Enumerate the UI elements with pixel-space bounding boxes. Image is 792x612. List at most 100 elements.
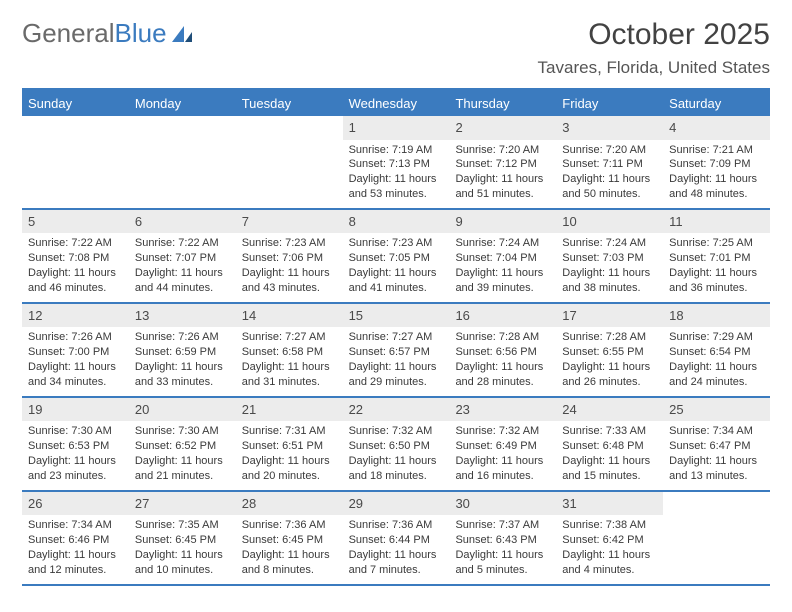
daylight-text: and 51 minutes. (455, 187, 550, 202)
sunrise-text: Sunrise: 7:25 AM (669, 236, 764, 251)
sunrise-text: Sunrise: 7:30 AM (135, 424, 230, 439)
week-row: 26Sunrise: 7:34 AMSunset: 6:46 PMDayligh… (22, 492, 770, 586)
daylight-text: Daylight: 11 hours (562, 266, 657, 281)
day-cell: 18Sunrise: 7:29 AMSunset: 6:54 PMDayligh… (663, 304, 770, 396)
daylight-text: Daylight: 11 hours (349, 454, 444, 469)
daylight-text: Daylight: 11 hours (135, 548, 230, 563)
day-cell: 7Sunrise: 7:23 AMSunset: 7:06 PMDaylight… (236, 210, 343, 302)
day-cell (236, 116, 343, 208)
sunrise-text: Sunrise: 7:27 AM (349, 330, 444, 345)
day-header: Tuesday (236, 91, 343, 116)
day-number: 30 (449, 492, 556, 516)
day-cell: 10Sunrise: 7:24 AMSunset: 7:03 PMDayligh… (556, 210, 663, 302)
calendar-page: GeneralBlue October 2025 Tavares, Florid… (0, 0, 792, 604)
sunrise-text: Sunrise: 7:24 AM (455, 236, 550, 251)
sunrise-text: Sunrise: 7:27 AM (242, 330, 337, 345)
daylight-text: and 43 minutes. (242, 281, 337, 296)
day-number: 2 (449, 116, 556, 140)
daylight-text: and 38 minutes. (562, 281, 657, 296)
day-cell: 21Sunrise: 7:31 AMSunset: 6:51 PMDayligh… (236, 398, 343, 490)
day-cell: 30Sunrise: 7:37 AMSunset: 6:43 PMDayligh… (449, 492, 556, 584)
day-number: 15 (343, 304, 450, 328)
calendar: Sunday Monday Tuesday Wednesday Thursday… (22, 88, 770, 586)
daylight-text: Daylight: 11 hours (349, 360, 444, 375)
day-cell: 24Sunrise: 7:33 AMSunset: 6:48 PMDayligh… (556, 398, 663, 490)
day-number: 5 (22, 210, 129, 234)
daylight-text: and 28 minutes. (455, 375, 550, 390)
day-header: Thursday (449, 91, 556, 116)
sunset-text: Sunset: 6:50 PM (349, 439, 444, 454)
week-row: 1Sunrise: 7:19 AMSunset: 7:13 PMDaylight… (22, 116, 770, 210)
sunrise-text: Sunrise: 7:19 AM (349, 143, 444, 158)
month-title: October 2025 (538, 18, 770, 52)
sunset-text: Sunset: 6:56 PM (455, 345, 550, 360)
daylight-text: Daylight: 11 hours (562, 454, 657, 469)
daylight-text: and 50 minutes. (562, 187, 657, 202)
sunset-text: Sunset: 6:42 PM (562, 533, 657, 548)
day-number: 7 (236, 210, 343, 234)
day-number: 20 (129, 398, 236, 422)
day-number: 24 (556, 398, 663, 422)
daylight-text: Daylight: 11 hours (455, 548, 550, 563)
daylight-text: Daylight: 11 hours (349, 172, 444, 187)
day-cell: 28Sunrise: 7:36 AMSunset: 6:45 PMDayligh… (236, 492, 343, 584)
daylight-text: Daylight: 11 hours (242, 548, 337, 563)
day-header: Wednesday (343, 91, 450, 116)
day-cell (22, 116, 129, 208)
day-cell: 3Sunrise: 7:20 AMSunset: 7:11 PMDaylight… (556, 116, 663, 208)
sunset-text: Sunset: 6:58 PM (242, 345, 337, 360)
sunrise-text: Sunrise: 7:21 AM (669, 143, 764, 158)
day-number: 14 (236, 304, 343, 328)
day-header-row: Sunday Monday Tuesday Wednesday Thursday… (22, 91, 770, 116)
day-number: 31 (556, 492, 663, 516)
day-number: 19 (22, 398, 129, 422)
logo: GeneralBlue (22, 18, 194, 49)
day-number: 9 (449, 210, 556, 234)
day-cell: 8Sunrise: 7:23 AMSunset: 7:05 PMDaylight… (343, 210, 450, 302)
day-number: 6 (129, 210, 236, 234)
sunrise-text: Sunrise: 7:22 AM (135, 236, 230, 251)
daylight-text: and 34 minutes. (28, 375, 123, 390)
day-cell: 31Sunrise: 7:38 AMSunset: 6:42 PMDayligh… (556, 492, 663, 584)
sunset-text: Sunset: 6:44 PM (349, 533, 444, 548)
day-cell: 12Sunrise: 7:26 AMSunset: 7:00 PMDayligh… (22, 304, 129, 396)
day-number: 25 (663, 398, 770, 422)
sunset-text: Sunset: 6:57 PM (349, 345, 444, 360)
daylight-text: Daylight: 11 hours (455, 360, 550, 375)
day-header: Monday (129, 91, 236, 116)
sunset-text: Sunset: 7:01 PM (669, 251, 764, 266)
header: GeneralBlue October 2025 Tavares, Florid… (22, 18, 770, 78)
day-cell: 13Sunrise: 7:26 AMSunset: 6:59 PMDayligh… (129, 304, 236, 396)
daylight-text: Daylight: 11 hours (28, 360, 123, 375)
day-number: 16 (449, 304, 556, 328)
sunset-text: Sunset: 6:53 PM (28, 439, 123, 454)
sunrise-text: Sunrise: 7:32 AM (455, 424, 550, 439)
daylight-text: Daylight: 11 hours (669, 454, 764, 469)
sunset-text: Sunset: 7:11 PM (562, 157, 657, 172)
daylight-text: and 21 minutes. (135, 469, 230, 484)
daylight-text: and 44 minutes. (135, 281, 230, 296)
sunset-text: Sunset: 7:03 PM (562, 251, 657, 266)
sunset-text: Sunset: 7:04 PM (455, 251, 550, 266)
sunset-text: Sunset: 6:49 PM (455, 439, 550, 454)
sunset-text: Sunset: 6:45 PM (135, 533, 230, 548)
sunset-text: Sunset: 6:43 PM (455, 533, 550, 548)
sunrise-text: Sunrise: 7:36 AM (349, 518, 444, 533)
day-cell: 14Sunrise: 7:27 AMSunset: 6:58 PMDayligh… (236, 304, 343, 396)
sunrise-text: Sunrise: 7:29 AM (669, 330, 764, 345)
day-number: 22 (343, 398, 450, 422)
sunrise-text: Sunrise: 7:23 AM (349, 236, 444, 251)
sunrise-text: Sunrise: 7:26 AM (135, 330, 230, 345)
day-cell: 15 Sunrise: 7:27 AMSunset: 6:57 PMDayligh… (343, 304, 450, 396)
sunset-text: Sunset: 6:46 PM (28, 533, 123, 548)
daylight-text: Daylight: 11 hours (135, 360, 230, 375)
sunrise-text: Sunrise: 7:28 AM (455, 330, 550, 345)
daylight-text: Daylight: 11 hours (455, 172, 550, 187)
day-number: 28 (236, 492, 343, 516)
sunset-text: Sunset: 7:05 PM (349, 251, 444, 266)
sunrise-text: Sunrise: 7:34 AM (669, 424, 764, 439)
daylight-text: and 36 minutes. (669, 281, 764, 296)
day-header: Saturday (663, 91, 770, 116)
logo-text-1: General (22, 18, 115, 49)
logo-sail-icon (170, 24, 194, 44)
